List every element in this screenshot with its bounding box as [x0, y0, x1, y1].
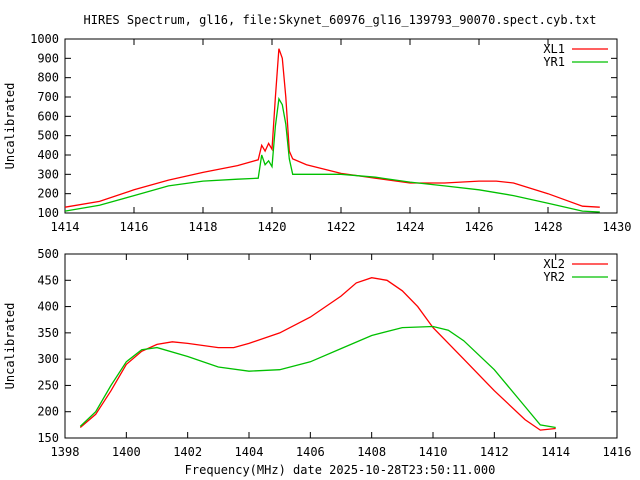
x-tick-label: 1406 [296, 445, 325, 459]
x-tick-label: 1414 [541, 445, 570, 459]
x-axis-label: Frequency(MHz) date 2025-10-28T23:50:11.… [185, 463, 496, 477]
x-tick-label: 1418 [189, 220, 218, 234]
x-tick-label: 1398 [51, 445, 80, 459]
y-tick-label: 500 [37, 129, 59, 143]
plot-frame [64, 38, 618, 214]
legend-label: YR1 [543, 55, 565, 69]
legend-label: XL1 [543, 42, 565, 56]
y-tick-label: 450 [37, 273, 59, 287]
legend-label: XL2 [543, 257, 565, 271]
x-tick-label: 1430 [603, 220, 632, 234]
x-tick-label: 1416 [120, 220, 149, 234]
x-tick-label: 1420 [258, 220, 287, 234]
x-tick-label: 1422 [327, 220, 356, 234]
x-tick-label: 1412 [480, 445, 509, 459]
series-line-yr1 [64, 96, 600, 213]
y-tick-label: 1000 [30, 32, 59, 46]
series-line-xl1 [64, 48, 600, 208]
y-tick-label: 500 [37, 247, 59, 261]
y-axis-label: Uncalibrated [3, 83, 17, 170]
plot-2: 1398 1400 1402 1404 1406 1408 1410 1412 1414 1416… [3, 247, 631, 477]
y-tick-label: 800 [37, 71, 59, 85]
x-tick-label: 1402 [173, 445, 202, 459]
y-tick-label: 350 [37, 326, 59, 340]
y-tick-label: 300 [37, 167, 59, 181]
y-tick-label: 250 [37, 378, 59, 392]
series-line-yr2 [79, 325, 556, 429]
plot-1: 1414 1416 1418 1420 1422 1424 1426 1428 1430 100 2… [3, 32, 631, 234]
x-tick-label: 1416 [603, 445, 632, 459]
y-tick-label: 600 [37, 109, 59, 123]
x-tick-label: 1410 [419, 445, 448, 459]
y-tick-label: 700 [37, 90, 59, 104]
x-tick-label: 1424 [396, 220, 425, 234]
x-tick-label: 1404 [235, 445, 264, 459]
chart-title: HIRES Spectrum, gl16, file:Skynet_60976_… [84, 13, 597, 27]
y-tick-label: 400 [37, 148, 59, 162]
legend-label: YR2 [543, 270, 565, 284]
y-tick-label: 200 [37, 187, 59, 201]
y-tick-label: 900 [37, 51, 59, 65]
series-line-xl2 [79, 277, 556, 431]
x-tick-label: 1414 [51, 220, 80, 234]
x-tick-label: 1408 [357, 445, 386, 459]
x-tick-label: 1426 [465, 220, 494, 234]
y-tick-label: 400 [37, 300, 59, 314]
plot-frame [64, 253, 618, 439]
x-tick-label: 1400 [112, 445, 141, 459]
y-tick-label: 150 [37, 431, 59, 445]
y-axis-label: Uncalibrated [3, 303, 17, 390]
y-tick-label: 100 [37, 206, 59, 220]
x-tick-label: 1428 [534, 220, 563, 234]
y-tick-label: 300 [37, 352, 59, 366]
y-tick-label: 200 [37, 405, 59, 419]
